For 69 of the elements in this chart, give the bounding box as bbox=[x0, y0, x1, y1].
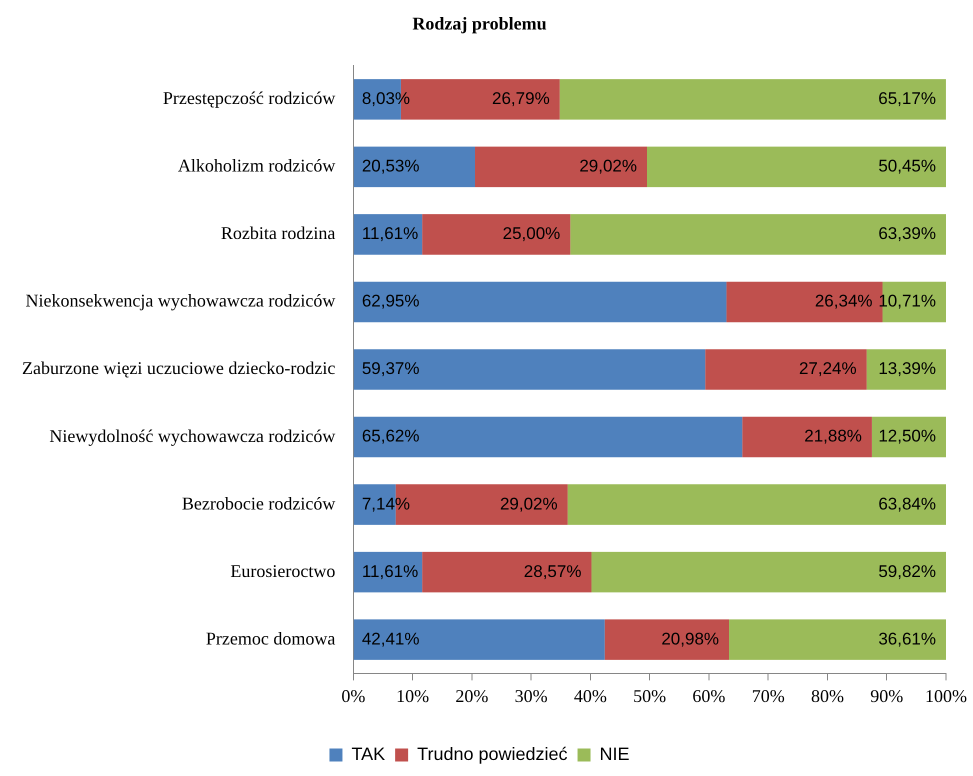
y-tick-label: Niewydolność wychowawcza rodziców bbox=[49, 426, 336, 446]
legend-label: NIE bbox=[600, 744, 630, 764]
chart-title: Rodzaj problemu bbox=[412, 13, 547, 34]
y-tick-label: Rozbita rodzina bbox=[220, 223, 336, 244]
data-label: 59,82% bbox=[878, 562, 936, 581]
data-label: 26,79% bbox=[492, 89, 550, 108]
bar bbox=[568, 484, 946, 525]
bar bbox=[354, 282, 726, 322]
legend-label: Trudno powiedzieć bbox=[417, 744, 568, 764]
data-label: 65,62% bbox=[362, 426, 420, 446]
bar bbox=[354, 146, 476, 188]
bar bbox=[354, 552, 422, 592]
y-tick-label: Bezrobocie rodziców bbox=[182, 493, 336, 514]
y-tick-label: Eurosieroctwo bbox=[230, 560, 336, 581]
data-label: 36,61% bbox=[878, 629, 936, 648]
bar bbox=[422, 214, 570, 255]
data-label: 63,39% bbox=[878, 224, 936, 244]
data-label: 28,57% bbox=[524, 562, 582, 581]
bar bbox=[354, 349, 706, 390]
data-label: 50,45% bbox=[878, 156, 936, 176]
legend-label: TAK bbox=[351, 744, 386, 764]
y-tick-label: Przemoc domowa bbox=[206, 628, 336, 648]
data-label: 63,84% bbox=[878, 494, 936, 514]
data-label: 26,34% bbox=[814, 292, 873, 311]
x-tick-label: 100% bbox=[925, 686, 968, 706]
data-label: 27,24% bbox=[798, 359, 857, 378]
data-label: 11,61% bbox=[362, 224, 418, 244]
bar bbox=[742, 416, 872, 458]
data-label: 13,39% bbox=[878, 359, 936, 378]
x-tick-label: 0% bbox=[341, 686, 366, 706]
data-label: 21,88% bbox=[804, 426, 862, 446]
data-label: 59,37% bbox=[362, 359, 420, 378]
data-label: 29,02% bbox=[500, 494, 558, 514]
bar bbox=[604, 619, 730, 660]
data-label: 25,00% bbox=[502, 224, 560, 244]
x-tick-label: 30% bbox=[514, 686, 548, 706]
data-label: 29,02% bbox=[579, 156, 637, 176]
bar bbox=[422, 552, 592, 592]
x-tick-label: 90% bbox=[870, 686, 904, 706]
x-tick-label: 50% bbox=[633, 686, 666, 706]
data-label: 12,50% bbox=[878, 426, 936, 446]
y-tick-label: Alkoholizm rodziców bbox=[178, 156, 336, 176]
bar bbox=[705, 349, 867, 390]
data-label: 65,17% bbox=[878, 89, 936, 108]
bar bbox=[647, 146, 946, 188]
bar bbox=[866, 349, 946, 390]
bar bbox=[591, 552, 946, 592]
bar bbox=[354, 416, 742, 458]
x-tick-label: 80% bbox=[810, 686, 844, 706]
y-tick-label: Przestępczość rodziców bbox=[162, 88, 336, 108]
x-tick-label: 40% bbox=[574, 686, 607, 706]
x-tick-label: 10% bbox=[396, 686, 430, 706]
data-label: 20,53% bbox=[362, 156, 420, 176]
data-label: 62,95% bbox=[362, 292, 420, 311]
bar bbox=[729, 619, 946, 660]
data-label: 20,98% bbox=[661, 629, 720, 648]
data-label: 11,61% bbox=[362, 562, 418, 581]
bar bbox=[560, 79, 946, 120]
y-tick-label: Niekonsekwencja wychowawcza rodziców bbox=[25, 290, 336, 311]
x-tick-label: 60% bbox=[692, 686, 726, 706]
data-label: 42,41% bbox=[362, 629, 420, 648]
bar bbox=[872, 416, 946, 458]
bar bbox=[354, 619, 605, 660]
bar bbox=[475, 146, 647, 188]
bar bbox=[354, 214, 422, 255]
x-tick-label: 70% bbox=[752, 686, 785, 706]
x-tick-label: 20% bbox=[455, 686, 488, 706]
y-tick-label: Zaburzone więzi uczuciowe dziecko-rodzic bbox=[22, 358, 336, 378]
bar bbox=[570, 214, 946, 255]
